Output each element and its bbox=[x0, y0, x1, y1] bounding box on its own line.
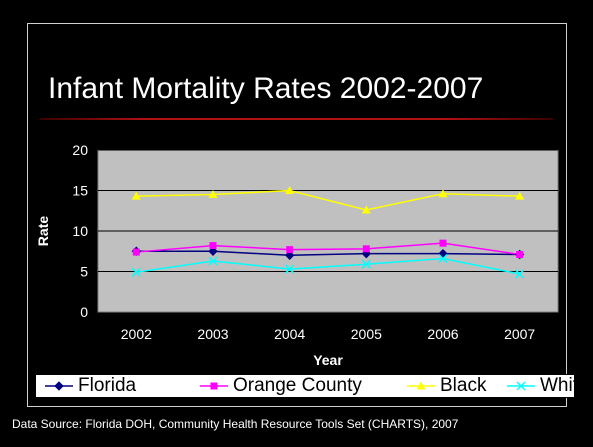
x-tick-label: 2002 bbox=[121, 326, 152, 342]
chart-legend: Florida Orange County Black White bbox=[35, 374, 589, 398]
legend-marker-black bbox=[416, 381, 426, 390]
data-point-florida bbox=[208, 246, 218, 256]
data-point-orange-county bbox=[209, 242, 217, 250]
data-source-note: Data Source: Florida DOH, Community Heal… bbox=[12, 417, 459, 431]
data-point-white bbox=[131, 267, 141, 277]
data-point-orange-county bbox=[132, 248, 140, 256]
y-tick-label: 10 bbox=[72, 223, 88, 239]
y-tick-label: 20 bbox=[72, 142, 88, 158]
x-tick-label: 2003 bbox=[197, 326, 228, 342]
slide-frame bbox=[27, 23, 567, 407]
data-point-orange-county bbox=[439, 239, 447, 247]
slide-title: Infant Mortality Rates 2002-2007 bbox=[48, 72, 484, 105]
legend-label: Florida bbox=[78, 375, 137, 396]
y-tick-label: 0 bbox=[80, 304, 88, 320]
data-point-white bbox=[285, 264, 295, 274]
legend-label: Orange County bbox=[233, 375, 362, 396]
data-point-black bbox=[131, 191, 141, 200]
data-point-black bbox=[361, 205, 371, 214]
series-line-florida bbox=[136, 250, 520, 257]
series-line-orange-county bbox=[136, 242, 520, 256]
legend-item-black: Black bbox=[406, 375, 486, 397]
y-tick-label: 15 bbox=[72, 183, 88, 199]
legend-marker-white bbox=[516, 381, 526, 391]
x-axis-label: Year bbox=[313, 352, 343, 368]
x-tick-label: 2006 bbox=[427, 326, 458, 342]
legend-marker-florida bbox=[54, 381, 64, 391]
data-point-white bbox=[361, 259, 371, 269]
data-point-white bbox=[208, 256, 218, 266]
data-point-black bbox=[285, 186, 295, 194]
data-point-orange-county bbox=[516, 250, 524, 258]
series-line-black bbox=[136, 189, 520, 211]
legend-item-orange-county: Orange County bbox=[199, 375, 362, 397]
legend-marker-orange-county bbox=[210, 382, 218, 390]
data-point-white bbox=[438, 254, 448, 264]
title-divider bbox=[40, 118, 553, 120]
data-point-orange-county bbox=[286, 246, 294, 254]
data-point-black bbox=[438, 189, 448, 198]
x-tick-label: 2004 bbox=[274, 326, 305, 342]
legend-label: Black bbox=[440, 375, 487, 396]
data-point-black bbox=[515, 191, 525, 200]
y-axis-label: Rate bbox=[35, 216, 51, 247]
legend-swatch-florida bbox=[45, 381, 73, 391]
x-tick-label: 2007 bbox=[504, 326, 535, 342]
data-point-florida bbox=[284, 250, 295, 261]
x-tick-label: 2005 bbox=[351, 326, 382, 342]
data-point-white bbox=[515, 269, 525, 279]
data-point-orange-county bbox=[362, 245, 370, 253]
y-tick-label: 5 bbox=[80, 264, 88, 280]
data-point-black bbox=[208, 190, 218, 199]
legend-label: White bbox=[540, 375, 589, 396]
legend-swatch-white bbox=[507, 381, 535, 391]
legend-item-florida: Florida bbox=[44, 375, 136, 397]
series-line-white bbox=[136, 257, 520, 275]
legend-item-white: White bbox=[506, 375, 589, 397]
legend-swatch-black bbox=[407, 381, 435, 390]
legend-swatch-orange-county bbox=[200, 382, 228, 390]
